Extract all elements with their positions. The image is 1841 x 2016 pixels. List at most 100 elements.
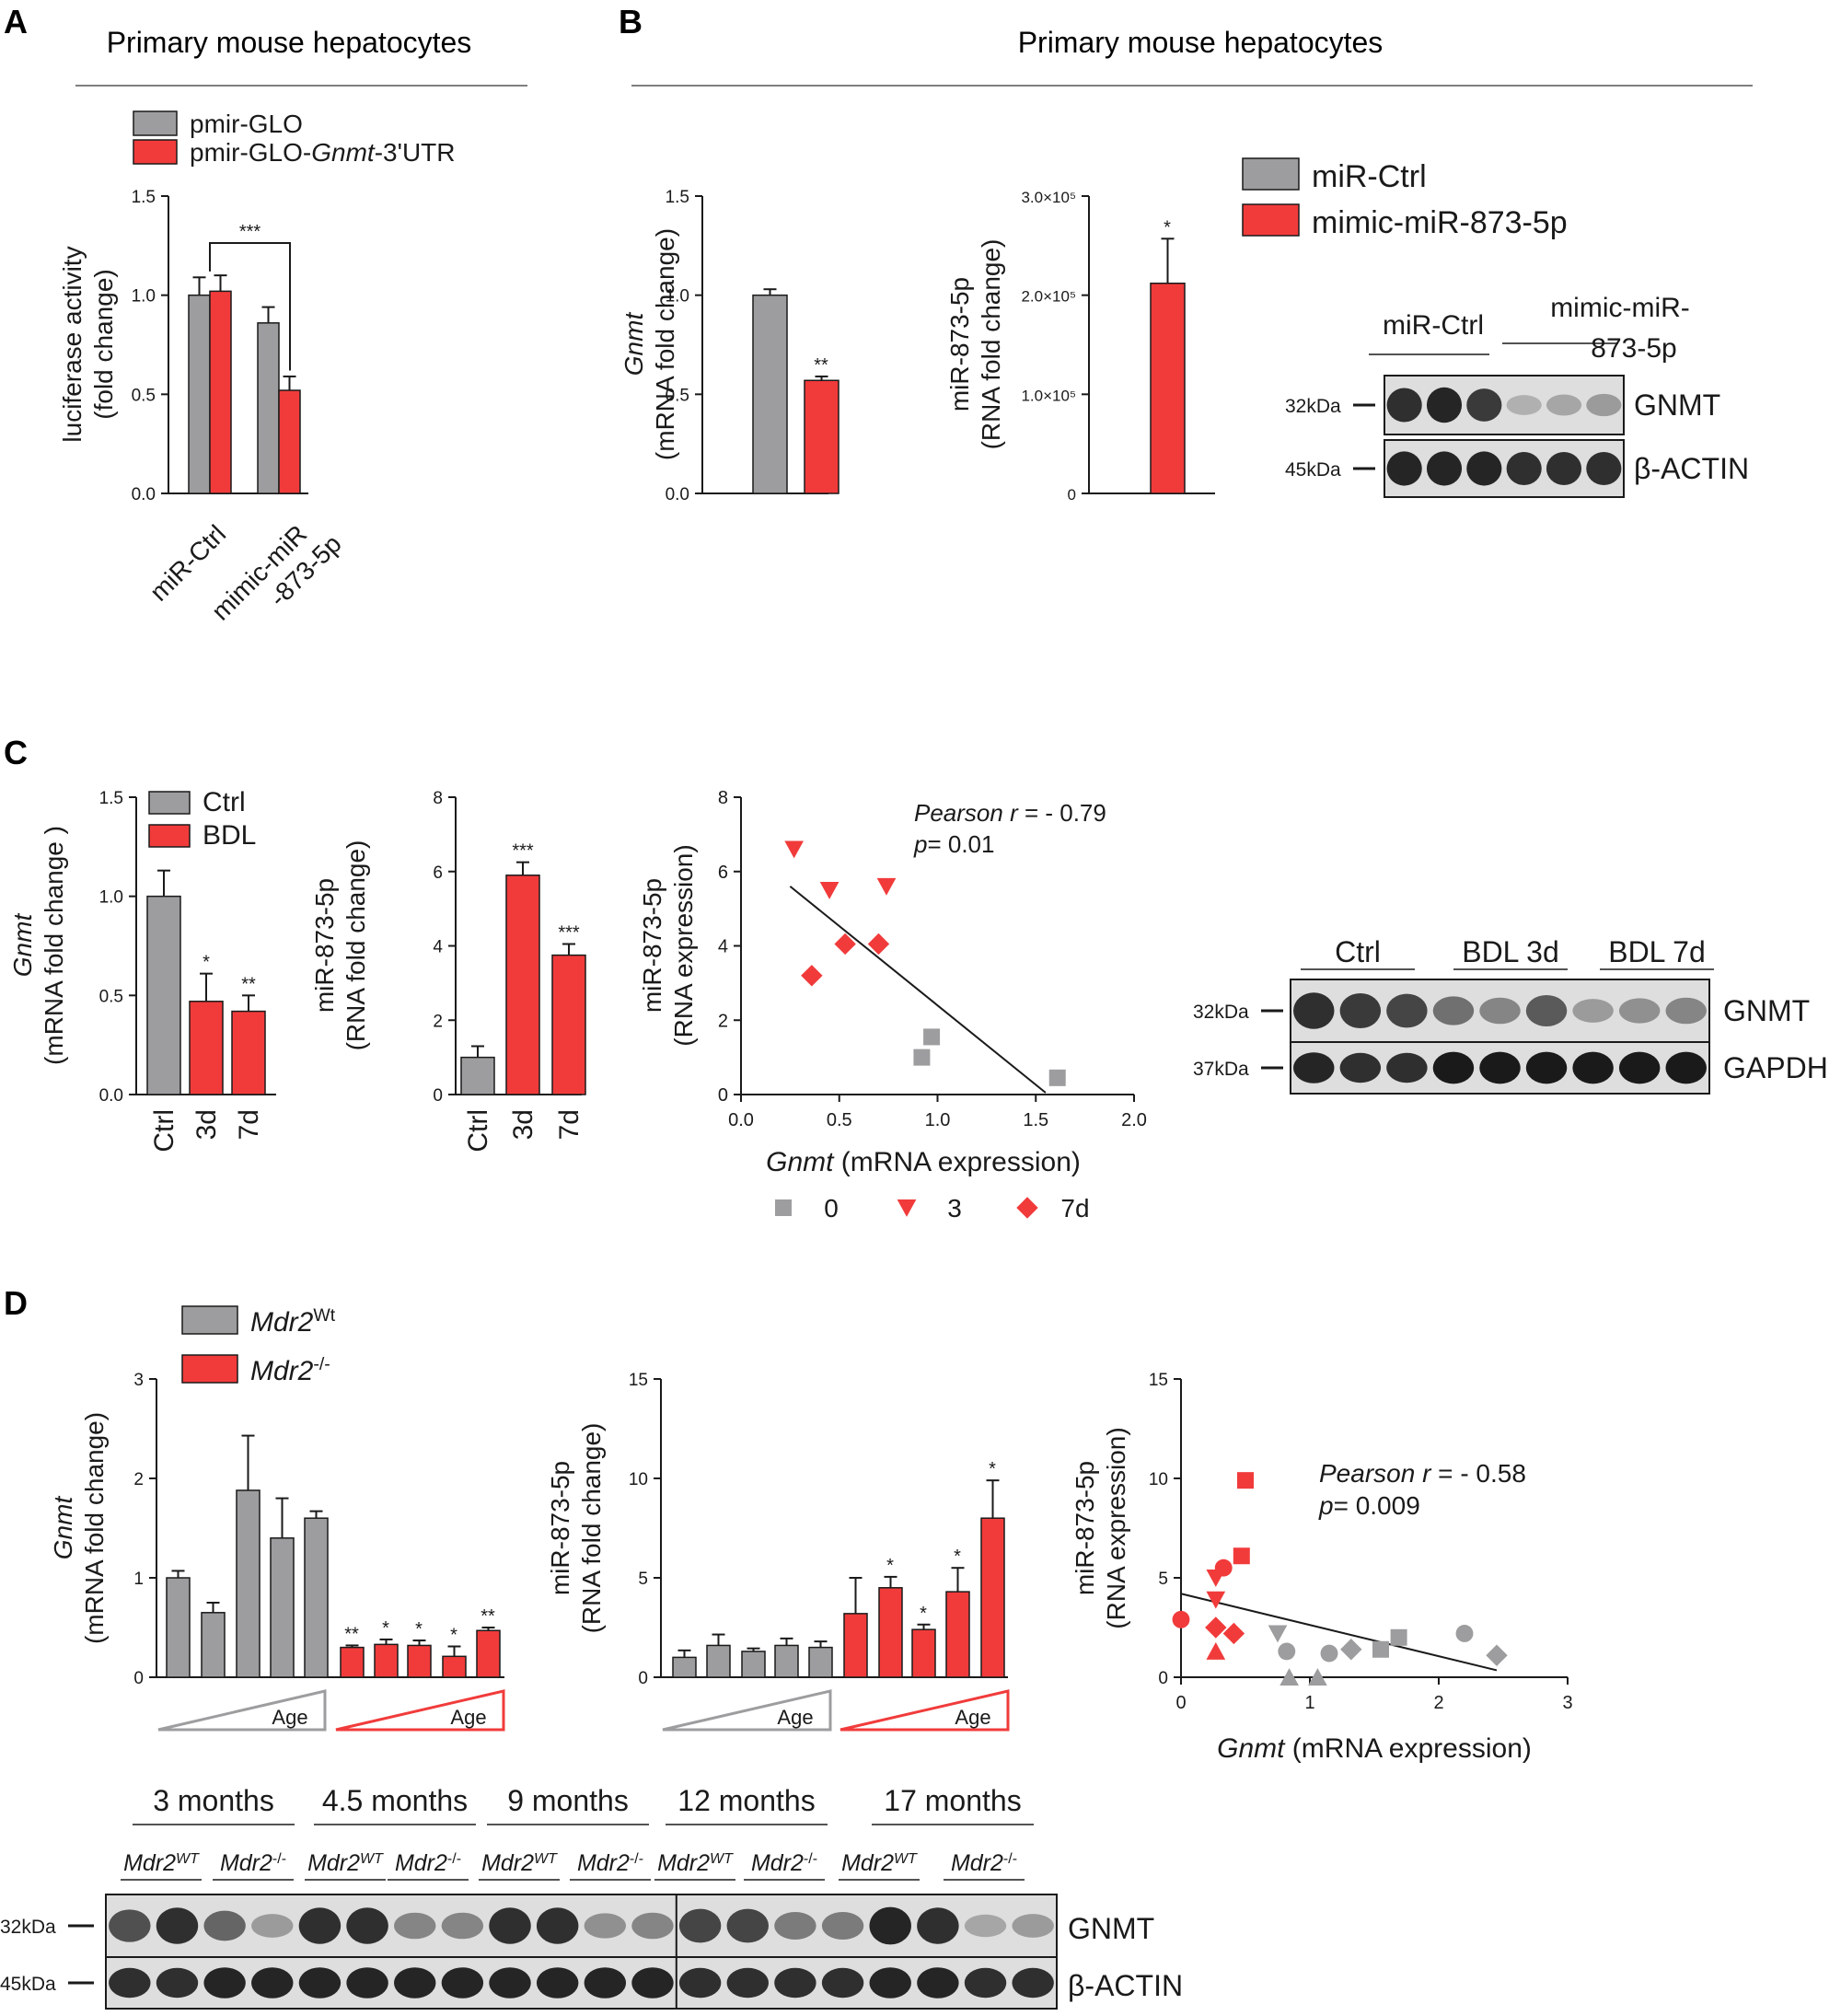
blot-b-row-frame <box>1384 375 1625 435</box>
blot-d-row-band <box>584 1967 627 1999</box>
data-point <box>1268 1625 1288 1643</box>
blot-d-row-band <box>156 1967 199 1999</box>
legend-ctrl-swatch <box>148 791 191 815</box>
p-value-label: p= 0.01 <box>913 830 994 858</box>
blot-b-row-band <box>1466 388 1502 422</box>
blot-d-row-band <box>821 1912 864 1940</box>
regression-line <box>1180 1593 1498 1672</box>
significance-label: * <box>415 1619 423 1639</box>
data-point <box>1233 1547 1250 1565</box>
blot-c-row-band <box>1432 996 1475 1025</box>
y-axis-label: (RNA fold change) <box>977 239 1005 450</box>
y-tick-label: 0 <box>1068 486 1076 504</box>
x-tick-label: Ctrl <box>463 1109 493 1153</box>
legend-bdl-label: BDL <box>203 820 256 851</box>
y-tick-label: 0.0 <box>132 485 156 504</box>
genotype-ko-label: Mdr2-/- <box>220 1850 286 1876</box>
blot-age-label: 3 months <box>153 1784 274 1817</box>
bar-mdr2-wt <box>672 1656 697 1678</box>
label-span: Mdr2 <box>481 1850 534 1876</box>
blot-b-row-band <box>1506 395 1542 415</box>
blot-b-row-band <box>1386 451 1422 486</box>
y-axis-label: Gnmt <box>8 913 37 978</box>
significance-label: *** <box>239 222 261 242</box>
bar-mdr2-wt <box>774 1644 799 1678</box>
age-triangle <box>839 1689 1010 1732</box>
label-span: -/- <box>1003 1851 1017 1867</box>
significance-label: ** <box>344 1624 359 1644</box>
blot-c-row-band <box>1525 1051 1568 1084</box>
label-span: Gnmt <box>8 913 37 978</box>
blot-d-row-band <box>298 1967 342 1999</box>
significance-label: * <box>920 1604 927 1624</box>
y-axis-label: (RNA expression) <box>669 844 698 1046</box>
blot-marker-label: 32kDa <box>1285 396 1341 417</box>
y-axis-label: Gnmt <box>619 312 648 377</box>
age-triangle <box>157 1689 327 1732</box>
y-axis-label: luciferase activity <box>58 246 87 442</box>
chart-b-mir873: 0 1.0×10⁵ 2.0×10⁵ 3.0×10⁵ miR-873-5p (RNA fol… <box>945 189 1215 504</box>
data-point <box>1205 1616 1227 1639</box>
x-tick-label: 0 <box>1175 1693 1186 1713</box>
data-point <box>1390 1628 1407 1646</box>
blot-d-row-band <box>251 1967 294 1999</box>
y-tick-label: 2 <box>718 1011 728 1031</box>
significance-label: * <box>1164 217 1171 238</box>
y-axis-label: (mRNA fold change ) <box>40 826 68 1065</box>
blot-b-row-band <box>1466 451 1502 486</box>
blot-b-row-band <box>1386 388 1422 423</box>
legend-b: miR-Ctrl mimic-miR-873-5p <box>1242 157 1568 240</box>
blot-group-label: BDL 7d <box>1608 935 1706 968</box>
x-tick-label: 1.5 <box>1023 1110 1048 1130</box>
blot-d-row-band <box>964 1967 1007 1999</box>
blot-row-label: β-ACTIN <box>1634 452 1749 485</box>
blot-d-row-frame <box>105 1894 1058 1958</box>
y-tick-label: 3.0×10⁵ <box>1021 189 1076 206</box>
bar-mdr2-wt <box>706 1644 731 1678</box>
y-tick-label: 5 <box>1158 1570 1168 1589</box>
y-tick-label: 0 <box>433 1086 443 1106</box>
chart-d-mir873: 0 5 10 15 miR-873-5p (RNA fold change) * * * * Age… <box>546 1371 1010 1732</box>
age-label: Age <box>450 1706 486 1729</box>
legend-ctrl-label: Ctrl <box>203 787 246 817</box>
legend-mimic-label: mimic-miR-873-5p <box>1312 205 1568 240</box>
blot-c-row-band <box>1572 1051 1614 1084</box>
data-point <box>819 881 839 899</box>
significance-label: ** <box>481 1606 495 1627</box>
significance-label: * <box>954 1547 961 1567</box>
bar-mdr2-ko <box>945 1591 970 1678</box>
legend-label: 7d <box>1060 1194 1089 1222</box>
panel-letter-b: B <box>619 3 643 41</box>
x-tick-label: 0.5 <box>827 1110 852 1130</box>
label-span: = - 0.58 <box>1430 1459 1526 1488</box>
blot-d-row-band <box>441 1912 484 1940</box>
y-tick-label: 5 <box>638 1570 648 1589</box>
y-tick-label: 15 <box>629 1371 648 1390</box>
label-span: (RNA expression) <box>669 844 698 1046</box>
blot-c-row-band <box>1618 1051 1661 1084</box>
legend-bdl-swatch <box>148 824 191 848</box>
blot-d-row-band <box>489 1907 531 1944</box>
data-point <box>867 933 890 956</box>
blot-row-label: GNMT <box>1723 994 1810 1027</box>
blot-d-row-band <box>631 1967 674 1999</box>
blot-c-row-band <box>1479 997 1521 1025</box>
age-label: Age <box>777 1706 813 1729</box>
y-tick-label: 0.5 <box>666 386 689 405</box>
y-tick-label: 0 <box>1158 1669 1168 1688</box>
blot-c-row-band <box>1479 1051 1521 1084</box>
y-tick-label: 0 <box>133 1669 144 1688</box>
blot-c-row-band <box>1665 997 1707 1025</box>
western-blot-b: miR-Ctrl mimic-miR- 873-5p GNMT 32kDa β-ACTIN… <box>1285 293 1749 498</box>
data-point <box>1172 1610 1190 1628</box>
x-tick-label: 7d <box>234 1109 264 1140</box>
blot-c-row-band <box>1386 1052 1428 1083</box>
legend-label: 0 <box>824 1194 839 1222</box>
pearson-label: Pearson r = - 0.79 <box>914 799 1106 827</box>
western-blot-d: 3 months 4.5 months 9 months 12 months 17 mo… <box>0 1784 1183 2010</box>
blot-d-row-band <box>584 1913 627 1939</box>
y-tick-label: 1.0 <box>132 287 156 307</box>
blot-group-label: mimic-miR- <box>1550 293 1690 323</box>
